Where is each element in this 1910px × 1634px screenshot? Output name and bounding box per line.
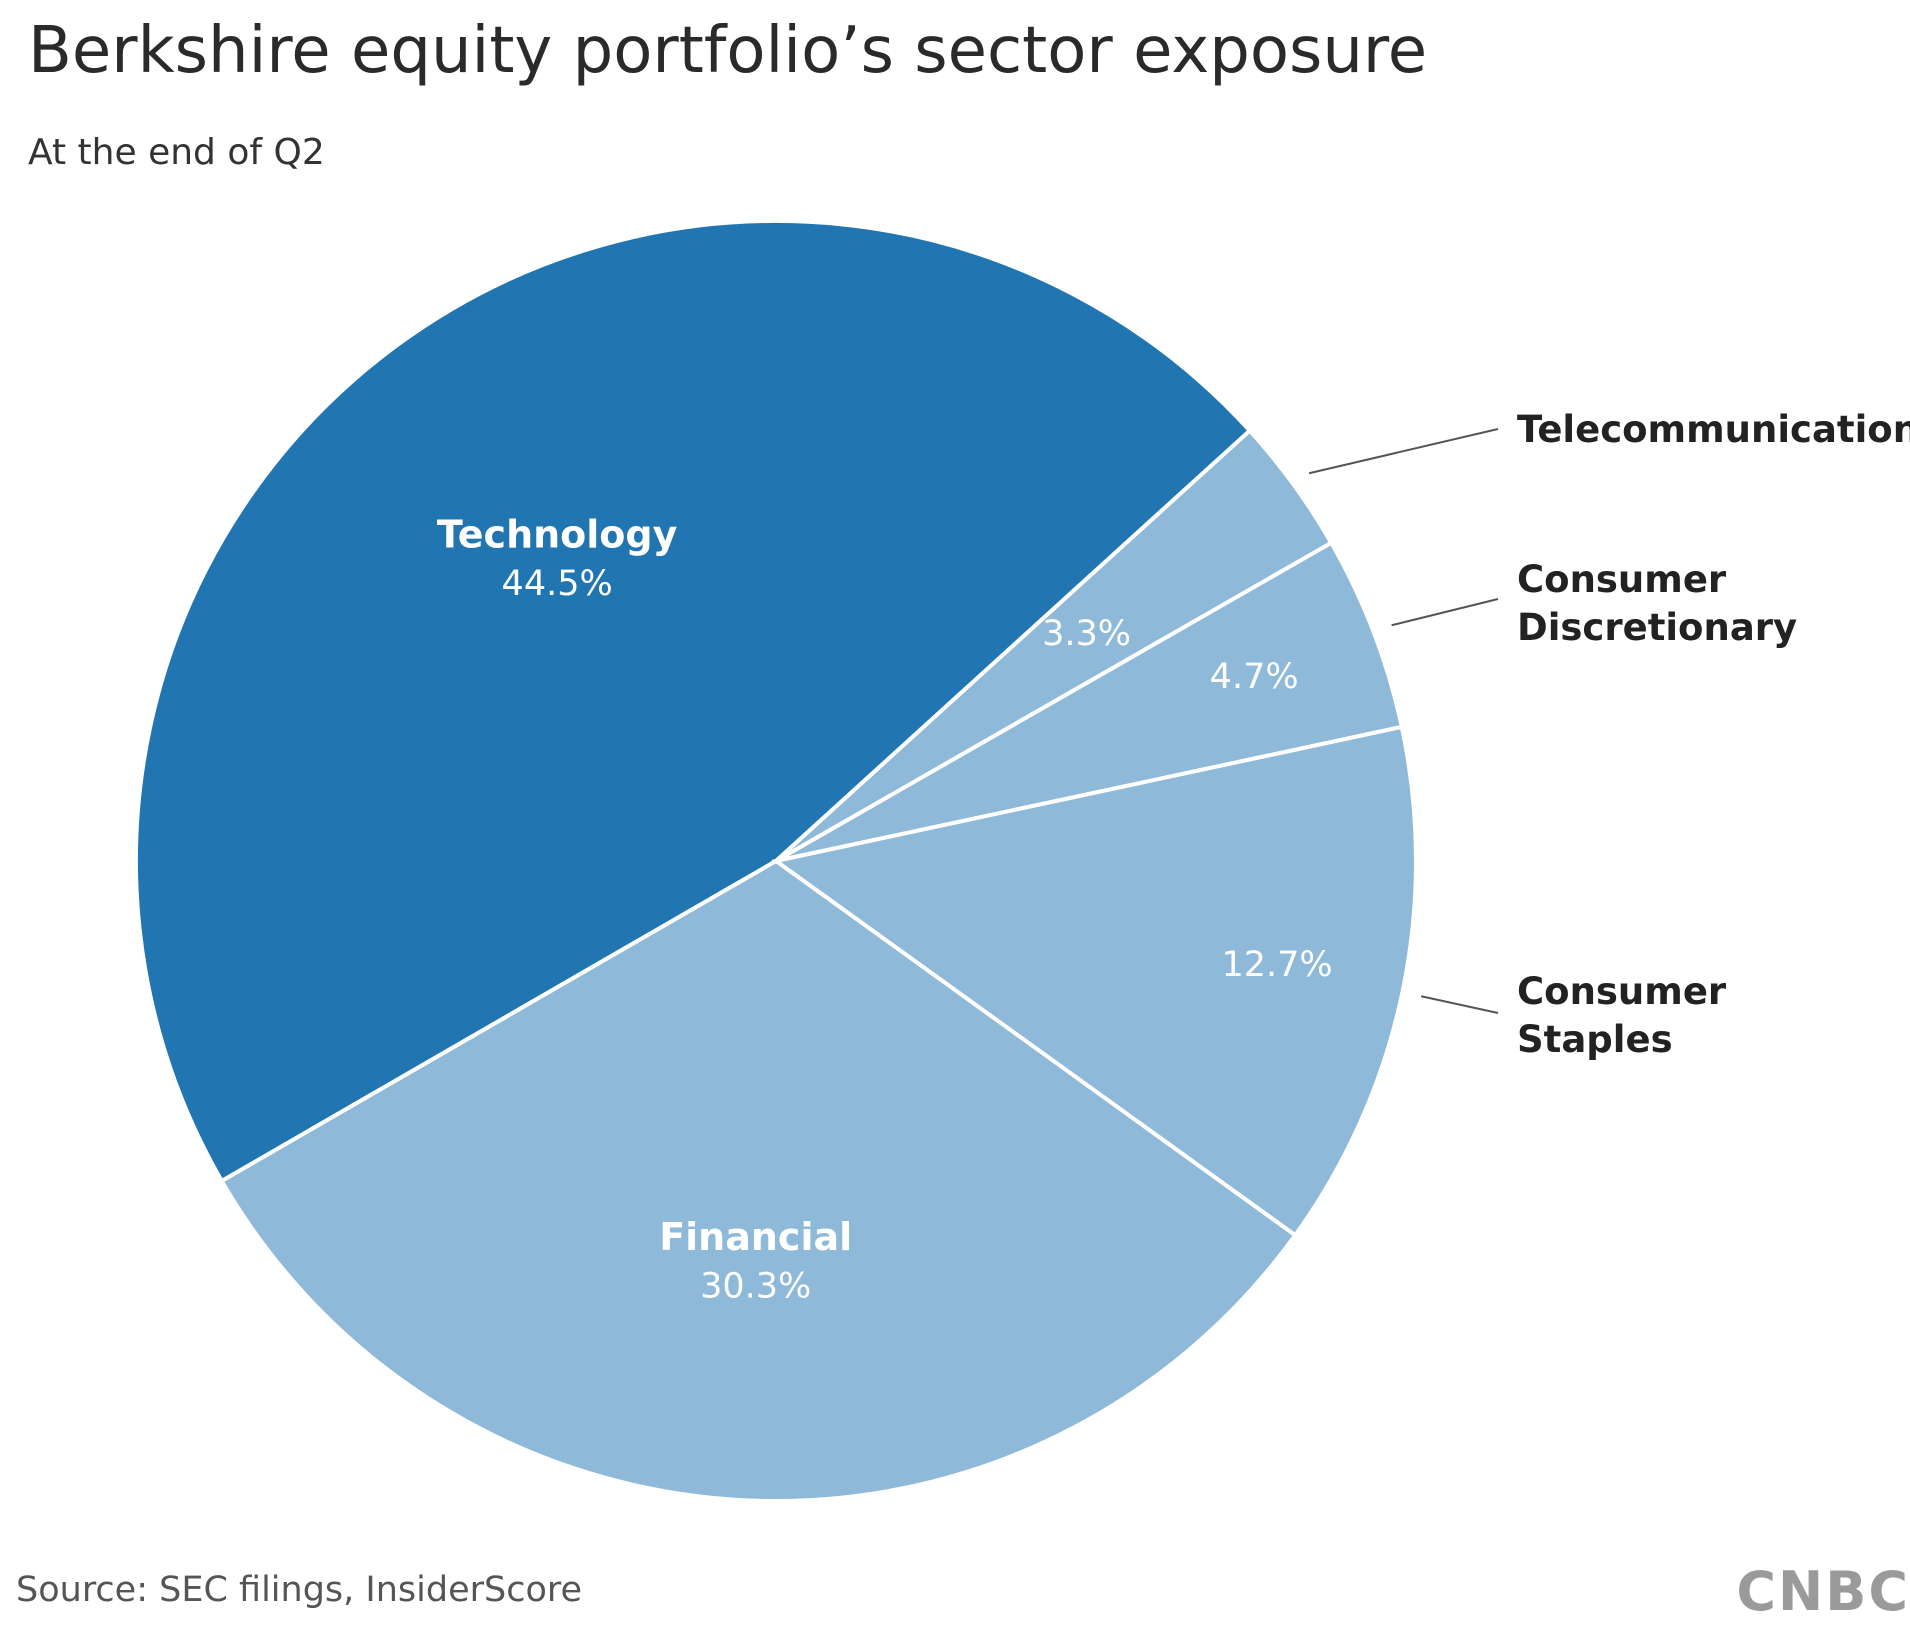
logo: CNBC [1736, 1560, 1910, 1623]
source-note: Source: SEC filings, InsiderScore [16, 1570, 583, 1610]
value-label: 4.7% [1210, 657, 1299, 697]
pie-slice [771, 724, 1418, 1238]
slice-label: Technology [437, 513, 678, 557]
pie-slice [775, 540, 1405, 863]
value-label: 3.3% [1042, 614, 1131, 654]
leader-line [1308, 428, 1499, 475]
value-label: 30.3% [700, 1267, 811, 1307]
leader-line [1391, 598, 1499, 627]
slice-label: Telecommunication [1517, 408, 1910, 451]
value-label: 44.5% [502, 564, 613, 604]
value-label: 12.7% [1222, 945, 1333, 985]
slice-label: Financial [659, 1215, 852, 1259]
pie-slice [134, 219, 1253, 1184]
chart-subtitle: At the end of Q2 [28, 132, 325, 173]
slice-label: Consumer Discretionary [1517, 558, 1798, 649]
pie-slice [219, 858, 1299, 1503]
slice-label: Consumer Staples [1517, 970, 1727, 1061]
chart-title: Berkshire equity portfolio’s sector expo… [28, 14, 1428, 88]
leader-line [1420, 995, 1499, 1014]
